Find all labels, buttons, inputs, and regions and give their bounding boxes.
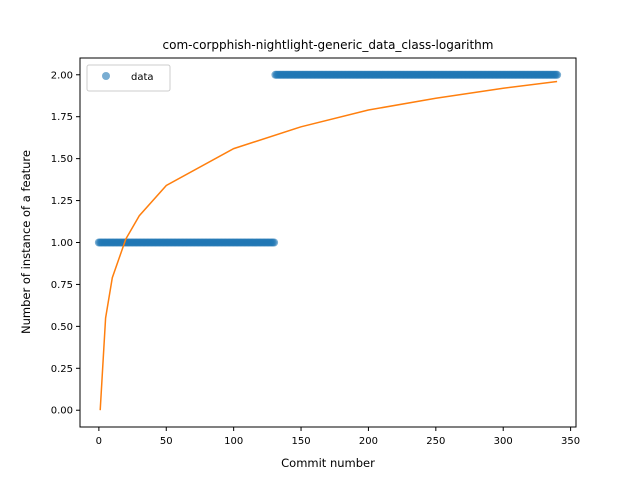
chart-title: com-corpphish-nightlight-generic_data_cl… <box>163 38 494 52</box>
legend: data <box>86 64 171 92</box>
x-tick-label: 150 <box>291 436 310 447</box>
y-tick-label: 0.00 <box>51 406 73 417</box>
fit-line <box>99 80 558 411</box>
data-point <box>270 238 279 247</box>
x-axis: 0 50 100 150 200 250 300 350 <box>96 427 580 447</box>
x-tick-label: 0 <box>96 436 102 447</box>
legend-box <box>86 64 171 92</box>
x-tick-label: 200 <box>359 436 378 447</box>
x-tick-label: 50 <box>160 436 173 447</box>
legend-label-data: data <box>131 72 154 83</box>
x-tick-label: 250 <box>426 436 445 447</box>
data-point <box>553 70 562 79</box>
x-tick-label: 300 <box>494 436 513 447</box>
y-tick-label: 0.50 <box>51 322 73 333</box>
y-tick-label: 1.25 <box>51 196 73 207</box>
y-tick-label: 1.50 <box>51 154 73 165</box>
plot-area <box>94 70 562 411</box>
y-tick-label: 0.75 <box>51 280 73 291</box>
y-tick-label: 2.00 <box>51 70 73 81</box>
legend-marker-data <box>102 72 110 80</box>
x-axis-label: Commit number <box>281 456 375 470</box>
y-tick-label: 1.75 <box>51 112 73 123</box>
y-axis-label: Number of instance of a feature <box>19 150 33 334</box>
y-axis: 0.00 0.25 0.50 0.75 1.00 1.25 1.50 1.75 2.00 <box>51 70 80 417</box>
y-tick-label: 0.25 <box>51 364 73 375</box>
y-tick-label: 1.00 <box>51 238 73 249</box>
x-tick-label: 350 <box>561 436 580 447</box>
x-tick-label: 100 <box>224 436 243 447</box>
